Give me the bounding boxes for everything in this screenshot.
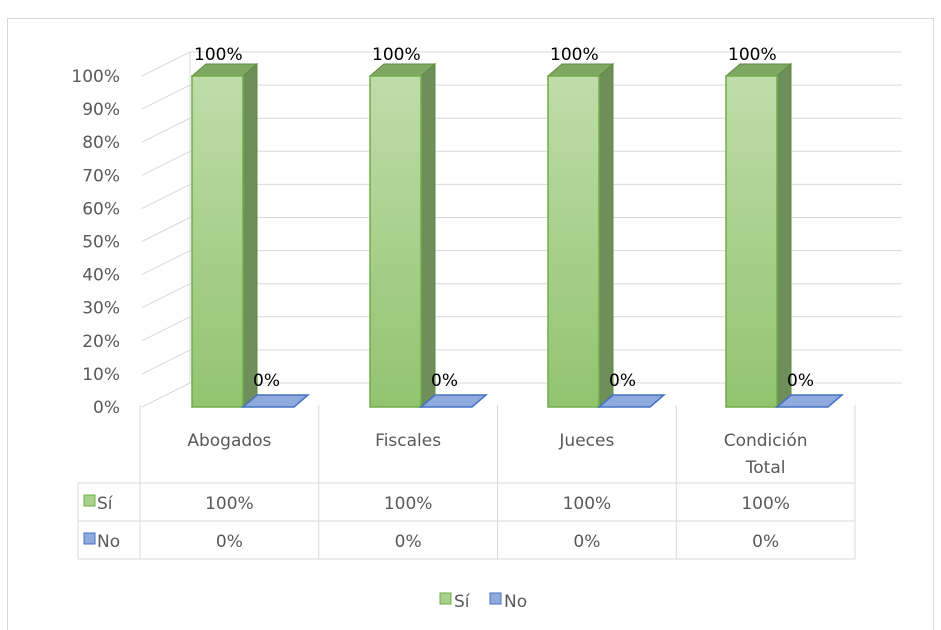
- bar-si-side: [598, 62, 614, 409]
- bar-si-side: [242, 62, 258, 409]
- bar-no: [240, 394, 311, 408]
- data-label-si: 100%: [372, 45, 421, 65]
- legend-swatch-no: [489, 592, 502, 605]
- y-tick-label: 70%: [82, 166, 120, 186]
- table-key-no: [83, 532, 96, 545]
- data-label-no: 0%: [253, 371, 280, 391]
- gridline-diagonal: [141, 84, 191, 110]
- bar-no: [596, 394, 667, 408]
- table-cell-si: 100%: [384, 494, 433, 514]
- table-cell-si: 100%: [741, 494, 790, 514]
- y-tick-label: 40%: [82, 266, 120, 286]
- table-cell-si: 100%: [205, 494, 254, 514]
- bar-si-side: [776, 62, 792, 409]
- y-tick-label: 0%: [93, 398, 120, 418]
- y-tick-label: 20%: [82, 332, 120, 352]
- data-label-no: 0%: [609, 371, 636, 391]
- data-label-si: 100%: [194, 45, 243, 65]
- gridline-diagonal: [141, 217, 191, 242]
- x-category-label: Jueces: [558, 431, 614, 451]
- table-cell-no: 0%: [216, 532, 243, 552]
- table-cell-no: 0%: [395, 532, 422, 552]
- x-category-label: Fiscales: [375, 431, 441, 451]
- x-category-label: Total: [745, 458, 786, 478]
- y-tick-label: 60%: [82, 199, 120, 219]
- y-tick-label: 80%: [82, 133, 120, 153]
- y-tick-label: 50%: [82, 233, 120, 253]
- table-cell-si: 100%: [563, 494, 612, 514]
- bar-si: [725, 75, 778, 408]
- x-category-label: Abogados: [187, 431, 271, 451]
- data-label-no: 0%: [431, 371, 458, 391]
- gridline-diagonal: [141, 183, 191, 209]
- data-label-si: 100%: [728, 45, 777, 65]
- y-tick-label: 30%: [82, 299, 120, 319]
- gridline-diagonal: [141, 250, 191, 276]
- table-key-si: [83, 494, 96, 507]
- y-tick-label: 90%: [82, 100, 120, 120]
- gridline-diagonal: [141, 150, 191, 176]
- x-category-label: Condición: [724, 431, 808, 451]
- table-series-si: Sí: [97, 494, 114, 514]
- bar-si: [191, 75, 244, 408]
- data-label-no: 0%: [787, 371, 814, 391]
- legend-swatch-si: [439, 592, 452, 605]
- legend-label-si: Sí: [454, 592, 471, 612]
- table-cell-no: 0%: [752, 532, 779, 552]
- bar-no: [774, 394, 845, 408]
- bar-si-side: [420, 62, 436, 409]
- data-label-si: 100%: [550, 45, 599, 65]
- legend-label-no: No: [504, 592, 527, 612]
- chart-frame: [7, 18, 934, 630]
- bar-si: [369, 75, 422, 408]
- bar-no: [418, 394, 489, 408]
- y-tick-label: 10%: [82, 365, 120, 385]
- y-tick-label: 100%: [71, 67, 120, 87]
- gridline-diagonal: [141, 283, 191, 309]
- gridline-diagonal: [141, 117, 191, 143]
- gridline-diagonal: [141, 316, 191, 342]
- table-series-no: No: [97, 532, 120, 552]
- gridline-diagonal: [141, 51, 191, 77]
- gridline-diagonal: [141, 349, 191, 375]
- gridline-diagonal: [141, 382, 191, 408]
- bar-si: [547, 75, 600, 408]
- table-cell-no: 0%: [573, 532, 600, 552]
